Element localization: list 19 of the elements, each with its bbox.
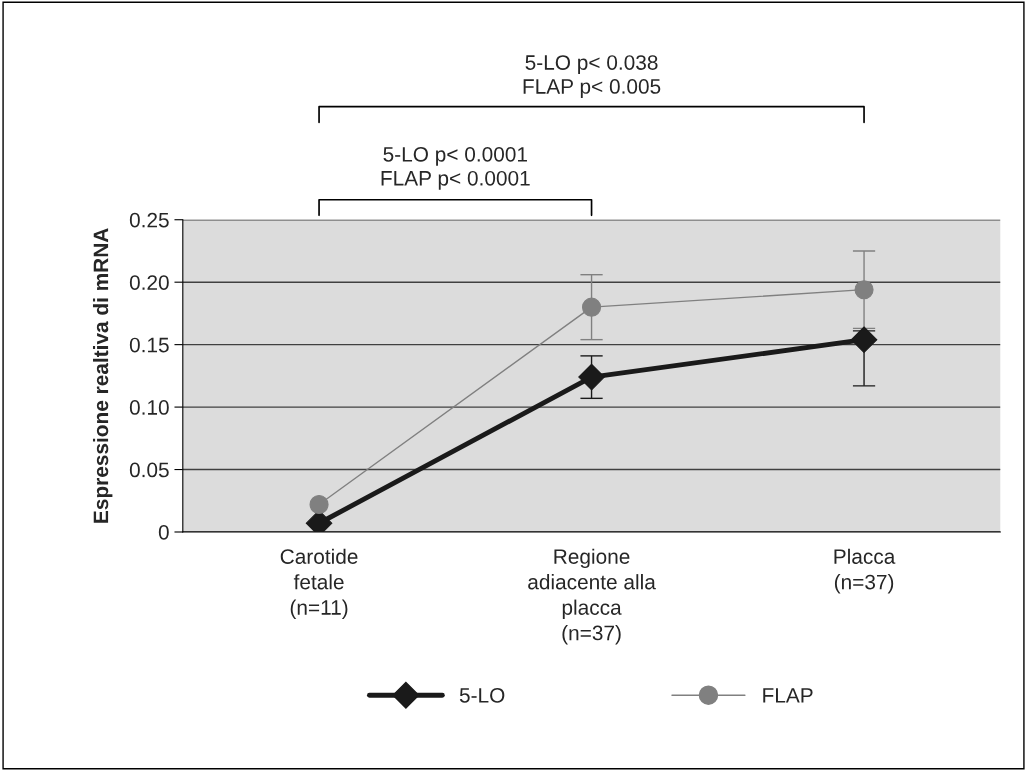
text: 5-LO p< 0.0001 FLAP p< 0.0001 [381, 146, 530, 190]
y-tick-label: 0.25 [129, 212, 169, 228]
point [309, 494, 329, 515]
y-tick-label: 0.20 [129, 275, 169, 290]
x-tick-label: Carotide fetale (n=11) [280, 548, 358, 619]
x-tick-label: Regione adiacente alla placca (n=37) [528, 548, 656, 645]
text: 5-LO p< 0.038 FLAP p< 0.005 [523, 55, 661, 98]
y-tick-label: 0.10 [129, 400, 169, 415]
y-tick-label: 0.15 [129, 337, 169, 353]
legend-label: FLAP [763, 688, 813, 703]
y-tick-label: 0 [158, 524, 169, 540]
point [854, 280, 874, 300]
y-axis-title: Espressione realtiva di mRNA [92, 228, 113, 523]
x-tick-label: Placca (n=37) [834, 548, 896, 594]
point [582, 297, 602, 317]
legend-label: 5-LO [459, 687, 505, 703]
y-tick-label: 0.05 [129, 462, 169, 478]
point [850, 326, 878, 353]
point [578, 363, 605, 391]
